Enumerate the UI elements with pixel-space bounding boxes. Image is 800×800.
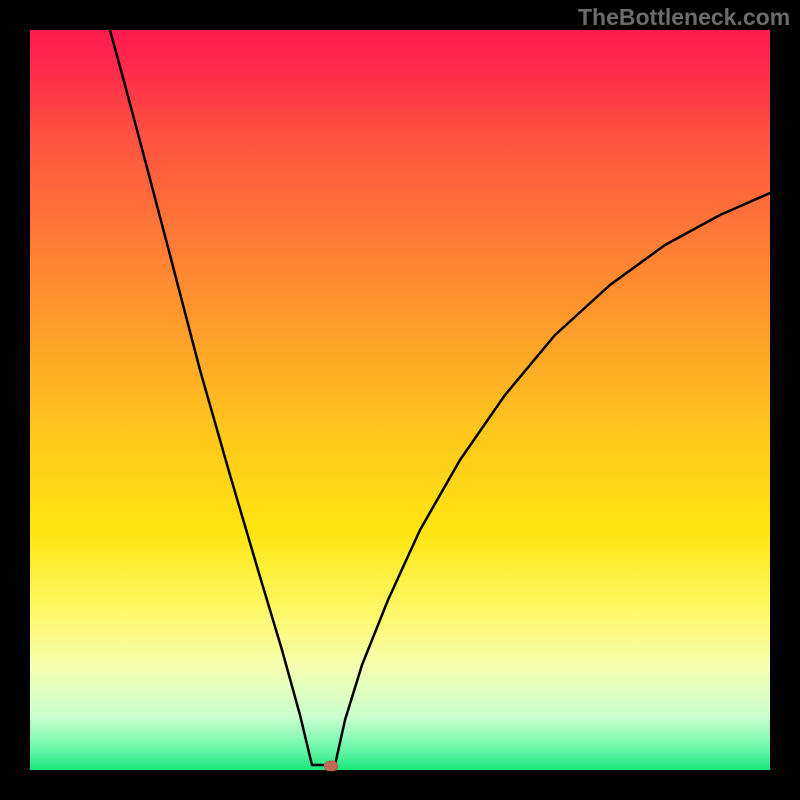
min-marker [324, 761, 338, 771]
curve-path [110, 30, 770, 765]
chart-outer: TheBottleneck.com [0, 0, 800, 800]
bottleneck-curve-svg [0, 0, 800, 800]
